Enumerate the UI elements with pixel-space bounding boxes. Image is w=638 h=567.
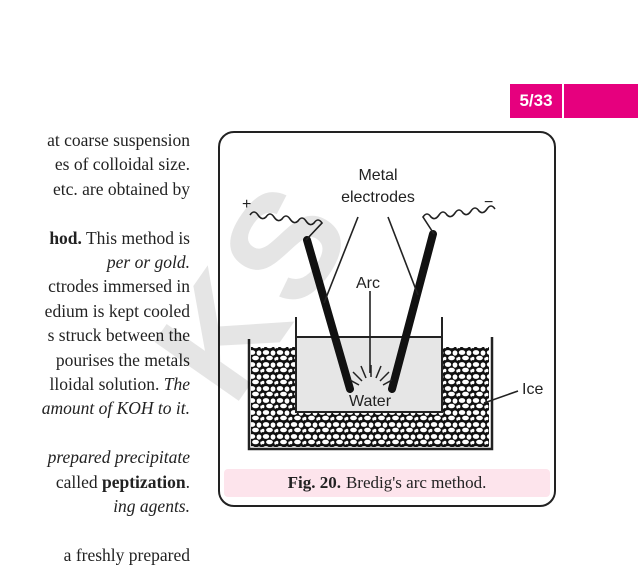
body-text-line: es of colloidal size. bbox=[55, 152, 190, 176]
body-text-span: peptization bbox=[102, 471, 186, 492]
body-text-line: etc. are obtained by bbox=[53, 177, 190, 201]
caption-figure-number: Fig. 20. bbox=[287, 473, 341, 492]
body-text-span: at coarse suspension bbox=[47, 130, 190, 150]
left-wire-coil bbox=[249, 211, 324, 241]
bath-wall bbox=[247, 337, 494, 451]
figure-caption: Fig. 20. Bredig's arc method. bbox=[224, 469, 550, 497]
body-text-line: ing agents. bbox=[113, 494, 190, 518]
body-text-span: . bbox=[185, 471, 190, 492]
label-water: Water bbox=[349, 393, 392, 410]
body-text-span: per or gold. bbox=[106, 252, 190, 272]
bredig-arc-diagram: Metal electrodes Arc Water Ice + − bbox=[242, 167, 543, 451]
left-electrode bbox=[303, 236, 354, 393]
body-text-line: called peptization. bbox=[56, 470, 190, 494]
label-electrodes: electrodes bbox=[341, 189, 415, 206]
body-text-line: a freshly prepared bbox=[64, 543, 190, 567]
body-text-span: hod. bbox=[49, 227, 82, 248]
body-text-line: hod. This method is bbox=[49, 226, 190, 250]
body-text-span: es of colloidal size. bbox=[54, 154, 190, 175]
water-beaker bbox=[295, 336, 443, 413]
body-text-line: prepared precipitate bbox=[48, 445, 190, 469]
body-text-span: edium is kept cooled bbox=[44, 300, 190, 321]
label-plus-terminal: + bbox=[242, 196, 251, 213]
body-text-span: pourises the metals bbox=[55, 349, 190, 370]
body-text-span: This method is bbox=[81, 227, 190, 248]
arc-sparks bbox=[349, 365, 393, 386]
figure-bredig-arc: Metal electrodes Arc Water Ice + − Fig. … bbox=[218, 131, 556, 507]
label-ice: Ice bbox=[522, 381, 543, 398]
body-text-line: s struck between the bbox=[48, 323, 190, 347]
page-header-band bbox=[564, 84, 638, 118]
body-text-span: called bbox=[55, 471, 102, 492]
body-text-line: at coarse suspension bbox=[47, 128, 190, 152]
body-text-line: amount of KOH to it. bbox=[42, 396, 190, 420]
body-text-line: edium is kept cooled bbox=[45, 299, 190, 323]
body-text-span: a freshly prepared bbox=[63, 544, 190, 565]
body-text-span: prepared precipitate bbox=[47, 447, 190, 468]
label-minus-terminal: − bbox=[484, 194, 493, 211]
label-arc: Arc bbox=[356, 275, 380, 292]
body-text-line: pourises the metals bbox=[56, 348, 190, 372]
label-metal: Metal bbox=[358, 167, 397, 184]
caption-text: Bredig's arc method. bbox=[345, 473, 487, 492]
body-text-span: ctrodes immersed in bbox=[48, 276, 190, 297]
body-text-span: amount of KOH to it. bbox=[41, 398, 190, 419]
body-text-span: etc. are obtained by bbox=[52, 178, 190, 199]
right-wire-coil bbox=[422, 205, 496, 235]
body-text-line: lloidal solution. The bbox=[50, 372, 191, 396]
right-electrode bbox=[388, 230, 437, 393]
page-number-badge: 5/33 bbox=[510, 84, 562, 118]
body-text-span: s struck between the bbox=[47, 325, 190, 346]
body-text-line: ctrodes immersed in bbox=[48, 274, 190, 298]
body-text-span: The bbox=[163, 374, 190, 394]
body-text-line: per or gold. bbox=[107, 250, 190, 274]
body-text-span: ing agents. bbox=[113, 496, 190, 516]
body-text-span: lloidal solution. bbox=[49, 374, 164, 394]
